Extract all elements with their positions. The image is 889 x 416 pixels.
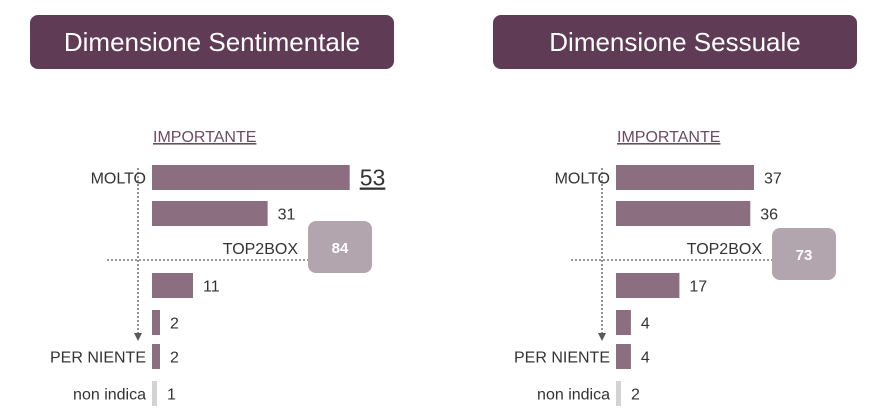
category-label: PER NIENTE xyxy=(514,350,610,367)
bar xyxy=(616,165,755,190)
bar xyxy=(152,344,160,369)
data-label: 53 xyxy=(360,165,386,191)
category-label: MOLTO xyxy=(555,171,610,188)
category-label: non indica xyxy=(537,387,610,404)
top2box-box xyxy=(308,221,372,273)
top2box-label: TOP2BOX xyxy=(687,241,763,258)
data-label: 37 xyxy=(764,171,782,188)
bar xyxy=(616,201,751,226)
data-label: 31 xyxy=(278,207,296,224)
bar xyxy=(152,273,194,298)
bar xyxy=(616,310,631,335)
data-label: 36 xyxy=(760,207,778,224)
chart-title: Dimensione Sessuale xyxy=(493,15,857,69)
data-label: 17 xyxy=(689,279,707,296)
category-label: MOLTO xyxy=(91,171,146,188)
data-label: 1 xyxy=(167,387,176,404)
top2box-box xyxy=(772,228,836,280)
chart-header: IMPORTANTE xyxy=(153,129,256,146)
bar xyxy=(616,344,631,369)
bar xyxy=(152,165,350,190)
top2box-value: 84 xyxy=(332,240,349,257)
top2box-label: TOP2BOX xyxy=(223,241,299,258)
bar xyxy=(152,381,157,406)
data-label: 2 xyxy=(170,316,179,333)
top2box-value: 73 xyxy=(796,247,813,264)
data-label: 2 xyxy=(631,387,640,404)
bar xyxy=(152,201,268,226)
bar-chart: IMPORTANTE 37 MOLTO 36 17 4 4 PER NIENTE 2 non in… xyxy=(514,129,836,406)
bar xyxy=(616,381,621,406)
category-label: PER NIENTE xyxy=(50,350,146,367)
chart-header: IMPORTANTE xyxy=(617,129,720,146)
chart-panel-sessuale: Dimensione Sessuale IMPORTANTE 37 MOLTO 36 1… xyxy=(464,0,889,416)
category-label: non indica xyxy=(73,387,146,404)
chart-title: Dimensione Sentimentale xyxy=(30,15,394,69)
data-label: 4 xyxy=(641,350,650,367)
bar-chart: IMPORTANTE 53 MOLTO 31 11 2 2 PER NIENTE 1 non in… xyxy=(50,129,386,406)
data-label: 11 xyxy=(203,279,220,296)
bar xyxy=(616,273,680,298)
data-label: 4 xyxy=(641,316,650,333)
chart-panel-sentimentale: Dimensione Sentimentale IMPORTANTE 53 MOLT… xyxy=(0,0,430,416)
data-label: 2 xyxy=(170,350,179,367)
bar xyxy=(152,310,160,335)
